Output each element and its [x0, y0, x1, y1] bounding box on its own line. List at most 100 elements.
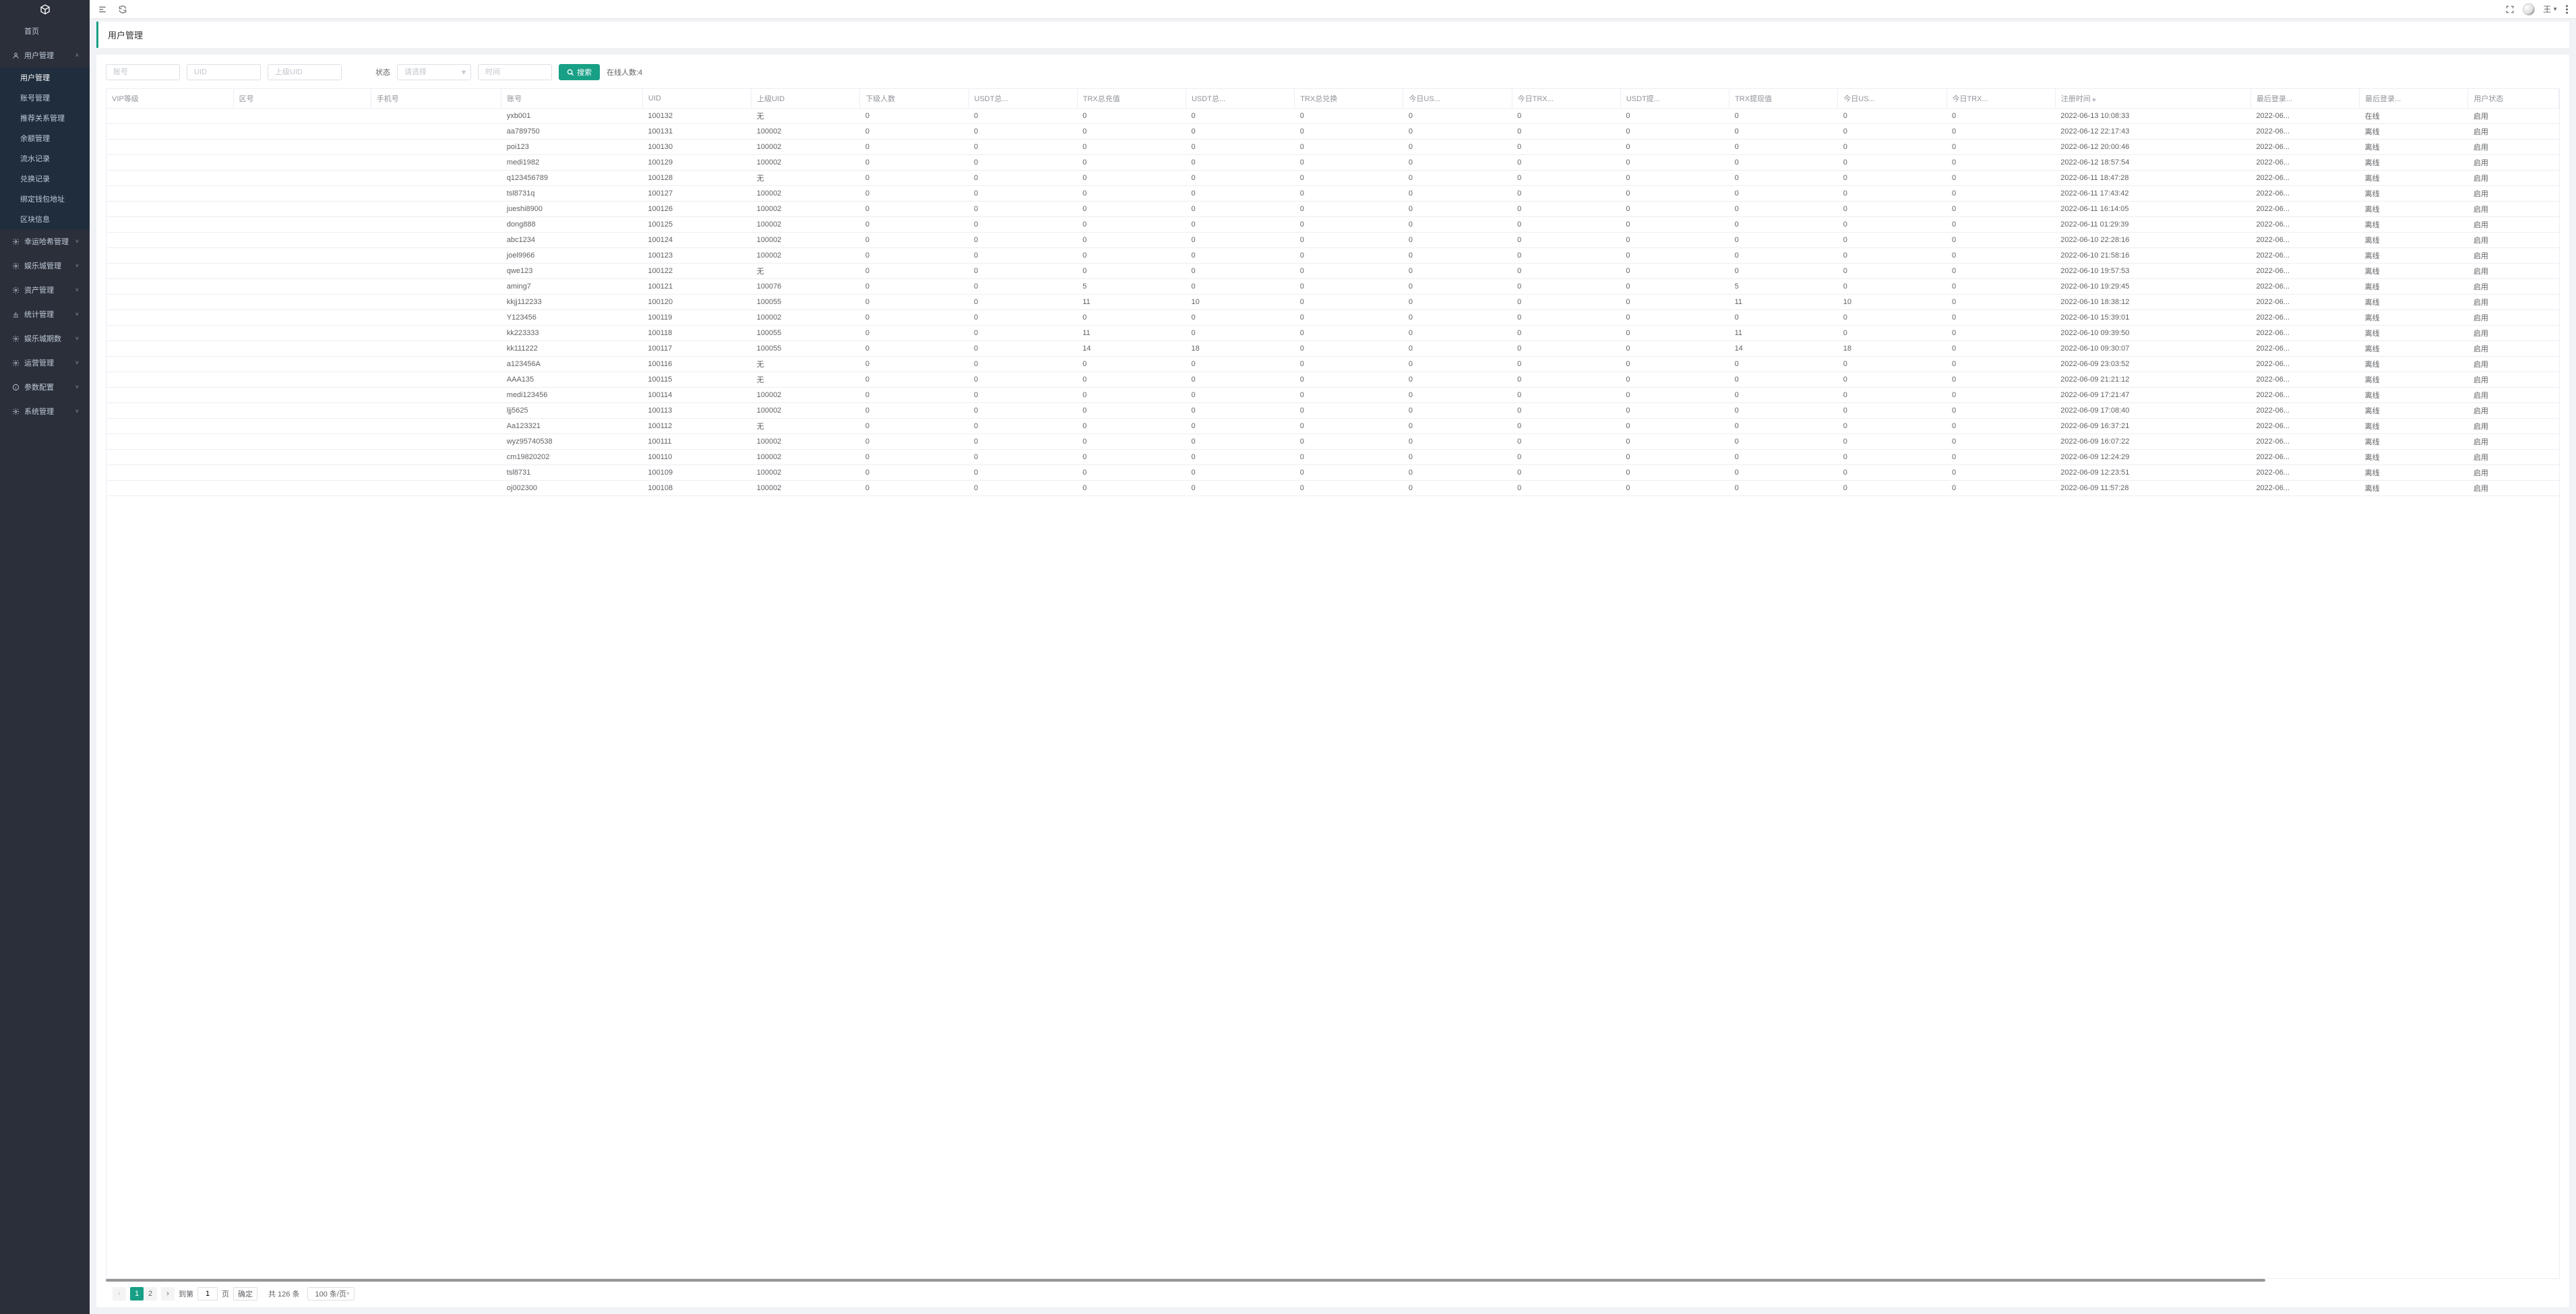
fullscreen-icon[interactable]	[2505, 5, 2515, 14]
pagesize-select[interactable]	[307, 1287, 355, 1301]
username-label[interactable]: 王 ▼	[2543, 3, 2558, 15]
sidebar-item-17[interactable]: 系统管理˅	[0, 399, 90, 423]
chevron-down-icon: ˅	[75, 287, 79, 293]
table-cell: 2022-06-10 19:57:53	[2055, 264, 2250, 279]
table-cell: medi123456	[501, 388, 643, 403]
menu-collapse-icon[interactable]	[98, 5, 107, 14]
table-row[interactable]: cm19820202100110100002000000000002022-06…	[106, 450, 2559, 465]
table-cell: 0	[860, 140, 969, 155]
sidebar-item-2[interactable]: 用户管理	[0, 67, 90, 88]
sidebar-item-1[interactable]: 用户管理˄	[0, 43, 90, 67]
sidebar-item-5[interactable]: 余额管理	[0, 128, 90, 148]
sidebar-item-8[interactable]: 绑定钱包地址	[0, 189, 90, 209]
horizontal-scrollbar[interactable]	[106, 1279, 2265, 1282]
user-table: VIP等级区号手机号账号UID上级UID下级人数USDT总...TRX总充值US…	[106, 89, 2559, 496]
column-header-17[interactable]: 注册时间◆	[2055, 89, 2250, 109]
table-row[interactable]: kk22333310011810005500110000011002022-06…	[106, 326, 2559, 341]
table-cell: 14	[1729, 341, 1838, 357]
table-cell	[371, 419, 501, 434]
table-cell: 0	[860, 186, 969, 202]
sidebar-item-12[interactable]: 资产管理˅	[0, 278, 90, 302]
sidebar-item-6[interactable]: 流水记录	[0, 148, 90, 169]
table-row[interactable]: poi123100130100002000000000002022-06-12 …	[106, 140, 2559, 155]
prev-page-button[interactable]: ‹	[113, 1287, 126, 1301]
table-row[interactable]: qwe123100122无000000000002022-06-10 19:57…	[106, 264, 2559, 279]
sidebar-item-10[interactable]: 幸运哈希管理˅	[0, 229, 90, 253]
page-button-1[interactable]: 1	[130, 1287, 144, 1301]
parent-uid-input[interactable]	[268, 64, 342, 80]
sidebar-item-16[interactable]: 参数配置˅	[0, 375, 90, 399]
table-cell: 0	[1946, 310, 2055, 326]
table-row[interactable]: joel9966100123100002000000000002022-06-1…	[106, 248, 2559, 264]
table-row[interactable]: wyz95740538100111100002000000000002022-0…	[106, 434, 2559, 450]
table-row[interactable]: medi1982100129100002000000000002022-06-1…	[106, 155, 2559, 171]
table-cell: 0	[1838, 279, 1946, 295]
table-cell: 2022-06-09 12:24:29	[2055, 450, 2250, 465]
avatar[interactable]	[2523, 3, 2535, 16]
search-button[interactable]: 搜索	[559, 64, 600, 80]
table-cell: 离线	[2360, 233, 2468, 248]
table-row[interactable]: kk1112221001171000550014180000141802022-…	[106, 341, 2559, 357]
sidebar-item-13[interactable]: 统计管理˅	[0, 302, 90, 326]
table-cell: tsl8731	[501, 465, 643, 481]
table-row[interactable]: Aa123321100112无000000000002022-06-09 16:…	[106, 419, 2559, 434]
more-icon[interactable]	[2566, 5, 2568, 14]
table-cell: 0	[1186, 481, 1294, 496]
next-page-button[interactable]: ›	[161, 1287, 175, 1301]
sidebar-item-0[interactable]: 首页	[0, 19, 90, 43]
table-row[interactable]: yxb001100132无000000000002022-06-13 10:08…	[106, 109, 2559, 124]
status-select[interactable]	[397, 64, 471, 80]
table-row[interactable]: AAA135100115无000000000002022-06-09 21:21…	[106, 372, 2559, 388]
table-row[interactable]: jueshi8900100126100002000000000002022-06…	[106, 202, 2559, 217]
table-cell: 2022-06...	[2250, 372, 2359, 388]
table-row[interactable]: dong888100125100002000000000002022-06-11…	[106, 217, 2559, 233]
sidebar-item-4[interactable]: 推荐关系管理	[0, 108, 90, 128]
sidebar-item-3[interactable]: 账号管理	[0, 88, 90, 108]
table-row[interactable]: tsl8731q100127100002000000000002022-06-1…	[106, 186, 2559, 202]
table-cell: 2022-06...	[2250, 450, 2359, 465]
column-header-10: TRX总兑换	[1295, 89, 1403, 109]
table-cell: 0	[1403, 109, 1512, 124]
table-cell: 0	[860, 419, 969, 434]
refresh-icon[interactable]	[118, 5, 127, 14]
table-cell: 100002	[752, 124, 860, 140]
sidebar-item-9[interactable]: 区块信息	[0, 209, 90, 229]
table-cell: 0	[1620, 233, 1729, 248]
sidebar-item-14[interactable]: 娱乐城期数˅	[0, 326, 90, 351]
page-button-2[interactable]: 2	[144, 1287, 157, 1301]
sidebar-item-11[interactable]: 娱乐城管理˅	[0, 253, 90, 278]
pagination: ‹ 12 › 到第 页 确定 共 126 条 ▾	[106, 1283, 2560, 1305]
table-row[interactable]: aa789750100131100002000000000002022-06-1…	[106, 124, 2559, 140]
table-cell: 离线	[2360, 186, 2468, 202]
table-row[interactable]: aming7100121100076005000005002022-06-10 …	[106, 279, 2559, 295]
table-row[interactable]: ljj5625100113100002000000000002022-06-09…	[106, 403, 2559, 419]
table-cell: 0	[1403, 481, 1512, 496]
table-row[interactable]: a123456A100116无000000000002022-06-09 23:…	[106, 357, 2559, 372]
table-cell: 0	[969, 310, 1077, 326]
account-input[interactable]	[106, 64, 180, 80]
table-row[interactable]: abc1234100124100002000000000002022-06-10…	[106, 233, 2559, 248]
table-row[interactable]: oj002300100108100002000000000002022-06-0…	[106, 481, 2559, 496]
table-cell: 0	[1077, 109, 1186, 124]
goto-page-input[interactable]	[197, 1287, 218, 1301]
chevron-down-icon: ˅	[75, 384, 79, 390]
time-input[interactable]	[478, 64, 552, 80]
table-cell: 0	[1186, 202, 1294, 217]
column-header-11: 今日US...	[1403, 89, 1512, 109]
table-row[interactable]: medi123456100114100002000000000002022-06…	[106, 388, 2559, 403]
table-cell: 2022-06...	[2250, 233, 2359, 248]
table-row[interactable]: Y123456100119100002000000000002022-06-10…	[106, 310, 2559, 326]
table-cell: 100113	[642, 403, 751, 419]
table-cell: 0	[1620, 310, 1729, 326]
table-row[interactable]: q123456789100128无000000000002022-06-11 1…	[106, 171, 2559, 186]
sidebar-item-15[interactable]: 运营管理˅	[0, 351, 90, 375]
goto-confirm-button[interactable]: 确定	[233, 1287, 257, 1301]
table-cell: 100124	[642, 233, 751, 248]
sidebar-item-7[interactable]: 兑换记录	[0, 169, 90, 189]
table-cell: 2022-06...	[2250, 155, 2359, 171]
table-cell: 2022-06-11 18:47:28	[2055, 171, 2250, 186]
table-row[interactable]: tsl8731100109100002000000000002022-06-09…	[106, 465, 2559, 481]
uid-input[interactable]	[187, 64, 261, 80]
table-row[interactable]: kkjj112233100120100055001110000011100202…	[106, 295, 2559, 310]
table-cell: 0	[1295, 419, 1403, 434]
